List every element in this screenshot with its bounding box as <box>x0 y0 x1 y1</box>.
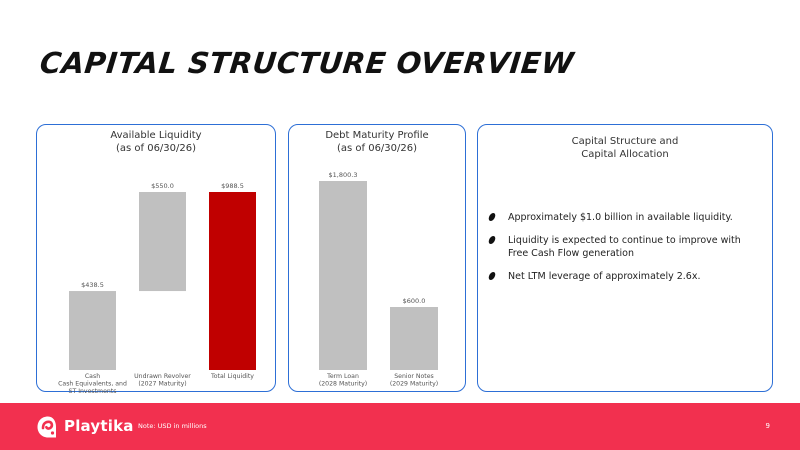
bullet-icon <box>487 236 497 244</box>
debt-maturity-bar-chart: $1,800.3 Term Loan(2028 Maturity) $600.0 Se… <box>319 171 438 388</box>
category-label: (2029 Maturity) <box>390 381 438 388</box>
bullet-icon <box>487 213 497 221</box>
liquidity-chart-title: Available Liquidity (as of 06/30/26) <box>110 130 202 154</box>
category-label: (2027 Maturity) <box>138 381 186 388</box>
bullet-item: Approximately $1.0 billion in available … <box>487 211 758 224</box>
liquidity-panel: Available Liquidity (as of 06/30/26) $43… <box>36 124 276 395</box>
data-label: $550.0 <box>151 182 174 190</box>
structure-bullet-list: Approximately $1.0 billion in available … <box>487 211 758 293</box>
data-label: $1,800.3 <box>329 171 358 179</box>
footer-bar: Playtika Note: USD in millions 9 <box>0 403 800 450</box>
data-label: $438.5 <box>81 281 104 289</box>
category-label: Senior Notes <box>394 373 434 380</box>
category-label: Cash Equivalents, and <box>58 381 127 388</box>
footnote: Note: USD in millions <box>138 422 207 430</box>
chart-bar <box>319 181 367 370</box>
category-label: Total Liquidity <box>210 373 254 380</box>
category-label: ST Investments <box>69 388 117 395</box>
category-label: Undrawn Revolver <box>134 373 191 380</box>
category-label: (2028 Maturity) <box>319 381 367 388</box>
capital-structure-panel: Capital Structure and Capital Allocation… <box>477 124 773 392</box>
chart-bar <box>390 307 438 370</box>
bullet-icon <box>487 272 497 280</box>
data-label: $600.0 <box>403 297 426 305</box>
category-label: Cash <box>85 373 100 380</box>
debt-chart-title: Debt Maturity Profile (as of 06/30/26) <box>325 130 429 154</box>
chart-bar <box>209 192 256 370</box>
structure-panel-title: Capital Structure and Capital Allocation <box>571 136 679 160</box>
bullet-item: Net LTM leverage of approximately 2.6x. <box>487 270 758 283</box>
data-label: $988.5 <box>221 182 244 190</box>
playtika-logo-icon <box>37 416 56 438</box>
chart-bar <box>139 192 186 292</box>
page-title: CAPITAL STRUCTURE OVERVIEW <box>38 46 576 80</box>
debt-maturity-panel: Debt Maturity Profile (as of 06/30/26) $… <box>288 124 466 392</box>
page-number: 9 <box>765 422 770 430</box>
bullet-item: Liquidity is expected to continue to imp… <box>487 234 758 260</box>
brand-name: Playtika <box>64 417 134 435</box>
category-label: Term Loan <box>326 373 359 380</box>
chart-bar <box>69 291 116 370</box>
